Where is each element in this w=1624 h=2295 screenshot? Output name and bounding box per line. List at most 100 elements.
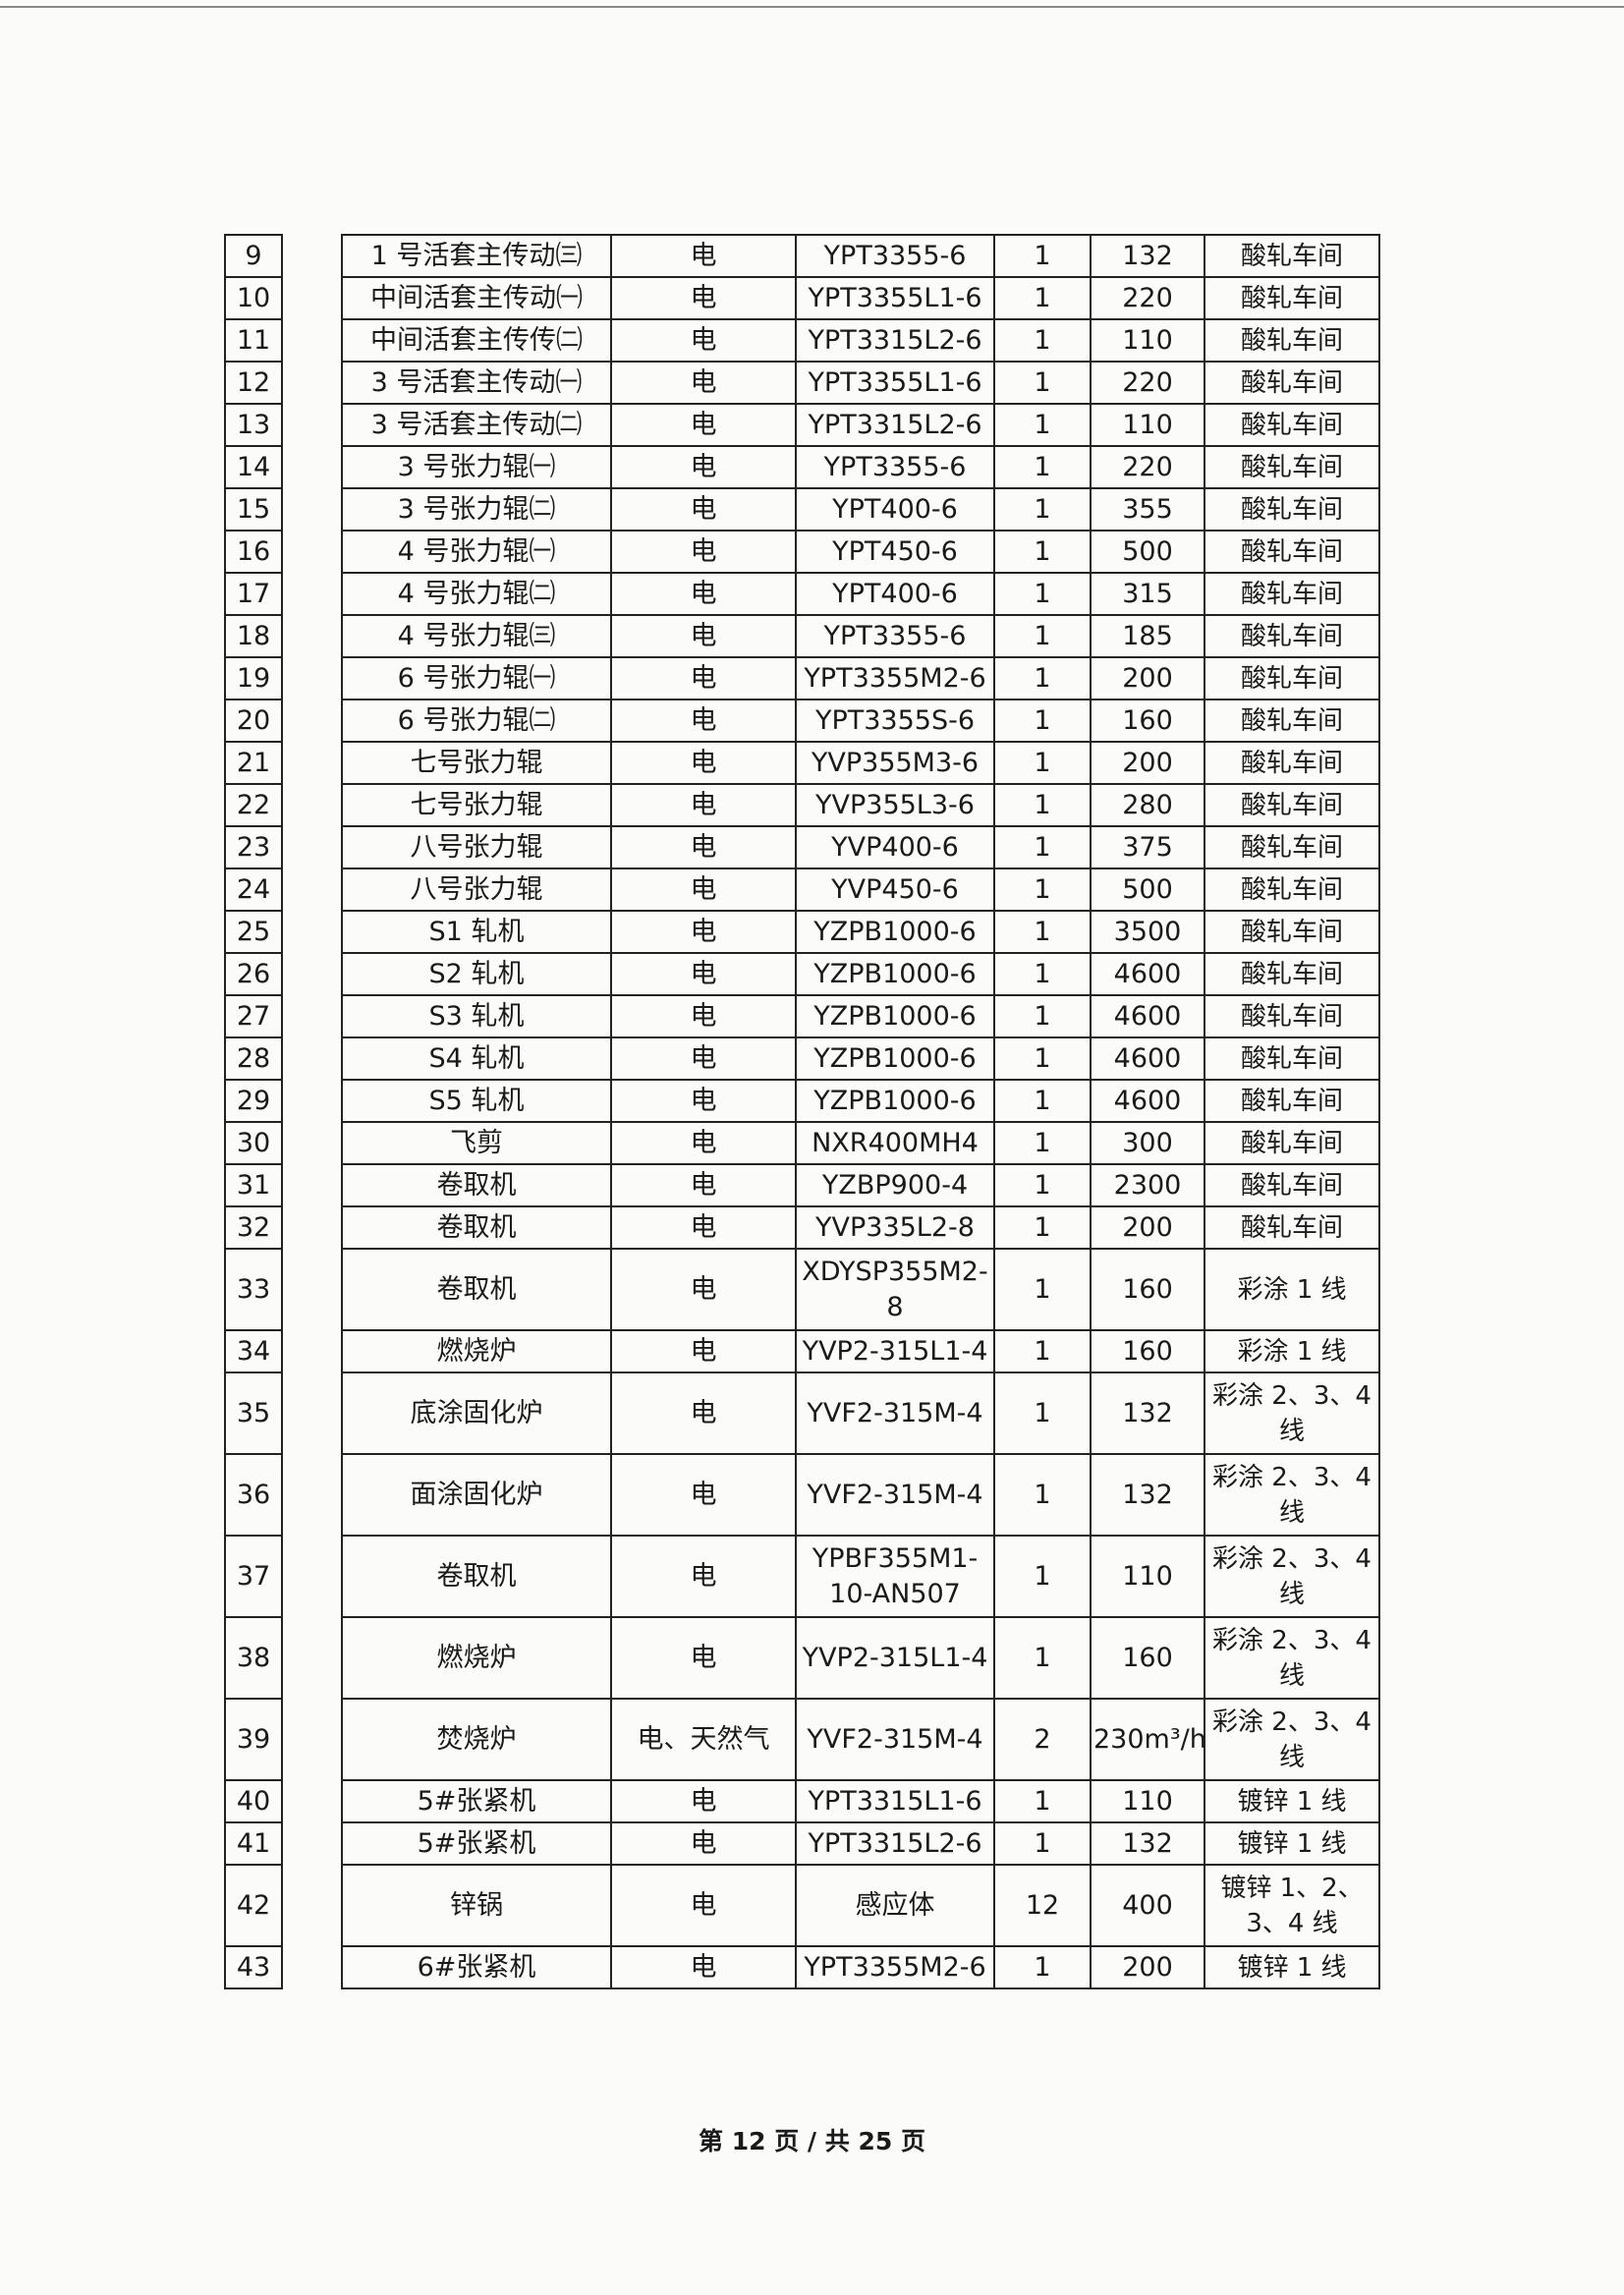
row-number-cell: 20 [224,699,283,743]
table-row: 6#张紧机电 YPT3355M2-6 1 200 镀锌 1 线 [341,1945,1380,1989]
qty-cell: 1 [993,1163,1092,1207]
name-cell: 底涂固化炉 [341,1371,612,1455]
energy-cell: 电 [610,910,797,954]
qty-cell: 1 [993,614,1092,658]
power-cell: 200 [1090,656,1205,700]
energy-cell: 电 [610,1205,797,1250]
name-cell: S2 轧机 [341,952,612,996]
row-number-cell: 18 [224,614,283,658]
row-number: 29 [224,1079,283,1123]
name-cell: 七号张力辊 [341,783,612,827]
table-row: 卷取机电 YVP335L2-8 1 200 酸轧车间 [341,1205,1380,1250]
energy-cell: 电 [610,361,797,405]
table-row: 燃烧炉电 YVP2-315L1-4 1 160 彩涂 2、3、4 线 [341,1616,1380,1700]
row-number-cell: 19 [224,656,283,700]
model-cell: XDYSP355M2-8 [795,1248,995,1331]
row-number-cell: 26 [224,952,283,996]
row-number: 30 [224,1121,283,1165]
energy-cell: 电 [610,699,797,743]
row-number: 26 [224,952,283,996]
power-cell: 315 [1090,572,1205,616]
row-number: 22 [224,783,283,827]
power-cell: 375 [1090,825,1205,869]
qty-cell: 1 [993,699,1092,743]
location-cell: 酸轧车间 [1204,825,1380,869]
energy-cell: 电 [610,530,797,574]
row-number-cell: 30 [224,1121,283,1165]
row-number-cell: 25 [224,910,283,954]
name-cell: 6 号张力辊㈡ [341,699,612,743]
name-cell: S5 轧机 [341,1079,612,1123]
model-cell: YPT400-6 [795,572,995,616]
qty-cell: 1 [993,1079,1092,1123]
model-cell: 感应体 [795,1864,995,1947]
power-cell: 200 [1090,741,1205,785]
name-cell: 3 号张力辊㈠ [341,445,612,489]
location-cell: 镀锌 1 线 [1204,1945,1380,1989]
row-number-cell: 41 [224,1821,283,1866]
row-number: 42 [224,1864,283,1947]
name-cell: 燃烧炉 [341,1616,612,1700]
row-number: 43 [224,1945,283,1989]
power-cell: 3500 [1090,910,1205,954]
location-cell: 酸轧车间 [1204,487,1380,532]
table-row: 3 号张力辊㈠电 YPT3355-6 1 220 酸轧车间 [341,445,1380,489]
table-row: 3 号活套主传动㈡电 YPT3315L2-6 1 110 酸轧车间 [341,403,1380,447]
row-number-cell: 21 [224,741,283,785]
row-number-cell: 16 [224,530,283,574]
energy-cell: 电 [610,783,797,827]
qty-cell: 1 [993,741,1092,785]
row-number: 33 [224,1248,283,1331]
row-number-cell: 27 [224,994,283,1038]
name-cell: 6#张紧机 [341,1945,612,1989]
model-cell: YZPB1000-6 [795,1036,995,1081]
model-cell: YPT3355M2-6 [795,1945,995,1989]
table-row: 6 号张力辊㈡电 YPT3355S-6 1 160 酸轧车间 [341,699,1380,743]
location-cell: 彩涂 2、3、4 线 [1204,1535,1380,1618]
page-top-edge [0,6,1624,8]
model-cell: YVP335L2-8 [795,1205,995,1250]
row-number: 24 [224,868,283,912]
row-number-cell: 28 [224,1036,283,1081]
row-number-cell: 15 [224,487,283,532]
name-cell: 3 号活套主传动㈠ [341,361,612,405]
row-number: 36 [224,1453,283,1537]
power-cell: 132 [1090,234,1205,278]
row-number: 11 [224,318,283,363]
model-cell: YZBP900-4 [795,1163,995,1207]
energy-cell: 电 [610,1945,797,1989]
qty-cell: 1 [993,868,1092,912]
qty-cell: 1 [993,783,1092,827]
power-cell: 4600 [1090,1079,1205,1123]
model-cell: YZPB1000-6 [795,1079,995,1123]
qty-cell: 1 [993,994,1092,1038]
power-cell: 200 [1090,1945,1205,1989]
model-cell: YVP400-6 [795,825,995,869]
power-cell: 200 [1090,1205,1205,1250]
model-cell: YVP2-315L1-4 [795,1616,995,1700]
name-cell: 卷取机 [341,1535,612,1618]
qty-cell: 1 [993,403,1092,447]
table-row: 4 号张力辊㈢电 YPT3355-6 1 185 酸轧车间 [341,614,1380,658]
power-cell: 110 [1090,318,1205,363]
name-cell: 6 号张力辊㈠ [341,656,612,700]
qty-cell: 1 [993,1945,1092,1989]
model-cell: YZPB1000-6 [795,910,995,954]
location-cell: 酸轧车间 [1204,276,1380,320]
row-number-cell: 23 [224,825,283,869]
model-cell: YVF2-315M-4 [795,1371,995,1455]
row-number: 35 [224,1371,283,1455]
energy-cell: 电 [610,445,797,489]
qty-cell: 1 [993,1821,1092,1866]
page-number: 第 12 页 / 共 25 页 [699,2127,925,2155]
location-cell: 酸轧车间 [1204,1036,1380,1081]
power-cell: 400 [1090,1864,1205,1947]
power-cell: 160 [1090,1329,1205,1373]
power-cell: 230m³/h [1090,1698,1205,1781]
row-number: 27 [224,994,283,1038]
energy-cell: 电 [610,1121,797,1165]
name-cell: 卷取机 [341,1205,612,1250]
table-row: 4 号张力辊㈠电 YPT450-6 1 500 酸轧车间 [341,530,1380,574]
energy-cell: 电 [610,1779,797,1823]
row-number-cell: 36 [224,1453,283,1537]
